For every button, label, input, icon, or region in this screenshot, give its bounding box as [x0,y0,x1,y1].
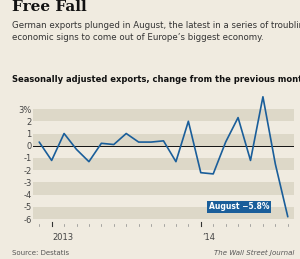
Text: August −5.8%: August −5.8% [208,203,269,211]
Text: ’14: ’14 [202,233,215,242]
Bar [33,195,294,207]
Text: Source: Destatis: Source: Destatis [12,250,69,256]
Text: The Wall Street Journal: The Wall Street Journal [214,250,294,256]
Bar [33,121,294,133]
Bar [33,133,294,146]
Bar [33,146,294,158]
Text: German exports plunged in August, the latest in a series of troubling
economic s: German exports plunged in August, the la… [12,21,300,42]
Text: 2013: 2013 [53,233,74,242]
Bar [33,109,294,121]
Text: Seasonally adjusted exports, change from the previous month: Seasonally adjusted exports, change from… [12,75,300,84]
Bar [33,183,294,195]
Bar [33,207,294,219]
Bar [33,158,294,170]
Bar [33,170,294,183]
Text: Free Fall: Free Fall [12,0,87,14]
